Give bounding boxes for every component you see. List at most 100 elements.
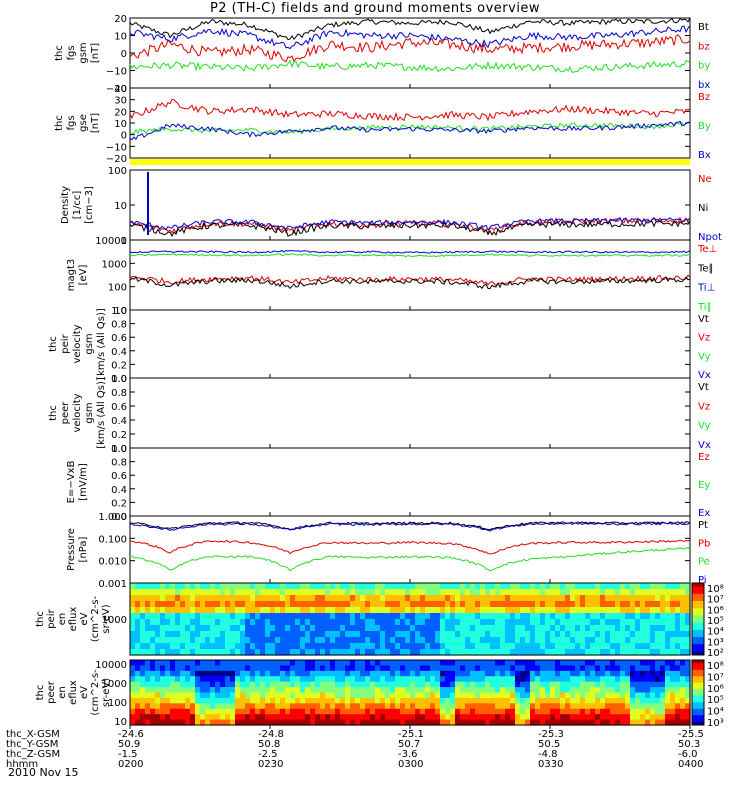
spectrogram-cell (640, 625, 646, 632)
spectrogram-cell (580, 697, 586, 704)
spectrogram-cell (645, 692, 651, 699)
spectrogram-cell (345, 613, 351, 620)
spectrogram-cell (475, 601, 481, 608)
spectrogram-cell (135, 681, 141, 688)
spectrogram-cell (440, 697, 446, 704)
spectrogram-cell (450, 681, 456, 688)
spectrogram-cell (440, 687, 446, 694)
colorbar-cell (692, 679, 704, 682)
spectrogram-cell (360, 607, 366, 614)
spectrogram-cell (320, 719, 326, 726)
axis-row-value: -1.5 (118, 749, 138, 760)
spectrogram-cell (360, 589, 366, 596)
spectrogram-cell (380, 619, 386, 626)
ylabel-fgs: [nT] (90, 43, 101, 63)
spectrogram-cell (470, 697, 476, 704)
spectrogram-cell (175, 625, 181, 632)
spectrogram-cell (580, 613, 586, 620)
spectrogram-cell (135, 687, 141, 694)
spectrogram-cell (335, 583, 341, 590)
spectrogram-cell (510, 601, 516, 608)
spectrogram-cell (595, 665, 601, 672)
spectrogram-cell (590, 676, 596, 683)
spectrogram-cell (440, 692, 446, 699)
spectrogram-cell (290, 665, 296, 672)
spectrogram-cell (540, 681, 546, 688)
spectrogram-cell (315, 607, 321, 614)
spectrogram-cell (200, 649, 206, 656)
spectrogram-cell (590, 665, 596, 672)
spectrogram-cell (440, 708, 446, 715)
spectrogram-cell (215, 643, 221, 650)
spectrogram-cell (620, 637, 626, 644)
spectrogram-cell (305, 619, 311, 626)
spectrogram-cell (645, 625, 651, 632)
chart-title: P2 (TH-C) fields and ground moments over… (209, 1, 541, 16)
spectrogram-cell (205, 583, 211, 590)
spectrogram-cell (315, 676, 321, 683)
spectrogram-cell (220, 595, 226, 602)
spectrogram-cell (545, 649, 551, 656)
spectrogram-cell (190, 643, 196, 650)
spectrogram-cell (220, 665, 226, 672)
spectrogram-cell (175, 649, 181, 656)
spectrogram-cell (370, 619, 376, 626)
spectrogram-cell (325, 708, 331, 715)
spectrogram-cell (335, 708, 341, 715)
spectrogram-cell (565, 643, 571, 650)
spectrogram-cell (160, 665, 166, 672)
ytick-label: −20 (106, 154, 127, 165)
spectrogram-cell (195, 719, 201, 726)
spectrogram-cell (655, 687, 661, 694)
spectrogram-cell (600, 692, 606, 699)
spectrogram-cell (220, 631, 226, 638)
spectrogram-cell (585, 643, 591, 650)
spectrogram-cell (555, 613, 561, 620)
spectrogram-cell (535, 719, 541, 726)
spectrogram-cell (305, 583, 311, 590)
spectrogram-cell (595, 631, 601, 638)
spectrogram-cell (180, 631, 186, 638)
spectrogram-cell (475, 583, 481, 590)
spectrogram-cell (250, 708, 256, 715)
spectrogram-cell (670, 714, 676, 721)
spectrogram-cell (340, 631, 346, 638)
spectrogram-cell (435, 681, 441, 688)
spectrogram-cell (215, 595, 221, 602)
spectrogram-cell (370, 631, 376, 638)
spectrogram-cell (640, 631, 646, 638)
spectrogram-cell (190, 613, 196, 620)
spectrogram-cell (450, 583, 456, 590)
spectrogram-cell (620, 607, 626, 614)
spectrogram-cell (165, 601, 171, 608)
spectrogram-cell (415, 619, 421, 626)
spectrogram-cell (320, 601, 326, 608)
spectrogram-cell (540, 619, 546, 626)
spectrogram-cell (625, 613, 631, 620)
spectrogram-cell (165, 703, 171, 710)
spectrogram-cell (300, 649, 306, 656)
spectrogram-cell (195, 637, 201, 644)
spectrogram-cell (375, 595, 381, 602)
spectrogram-cell (500, 625, 506, 632)
ytick-label: 1000 (102, 259, 127, 270)
spectrogram-cell (400, 643, 406, 650)
spectrogram-cell (525, 665, 531, 672)
spectrogram-cell (190, 670, 196, 677)
trace-temperature-Ti∥ (129, 253, 691, 258)
spectrogram-cell (340, 692, 346, 699)
spectrogram-cell (275, 676, 281, 683)
spectrogram-cell (500, 619, 506, 626)
spectrogram-cell (285, 613, 291, 620)
spectrogram-cell (560, 708, 566, 715)
spectrogram-cell (400, 613, 406, 620)
colorbar-label: 10⁷ (707, 672, 724, 683)
spectrogram-cell (205, 714, 211, 721)
spectrogram-cell (620, 676, 626, 683)
spectrogram-cell (370, 625, 376, 632)
spectrogram-cell (485, 589, 491, 596)
spectrogram-cell (160, 692, 166, 699)
spectrogram-cell (490, 589, 496, 596)
spectrogram-cell (145, 583, 151, 590)
spectrogram-cell (630, 595, 636, 602)
